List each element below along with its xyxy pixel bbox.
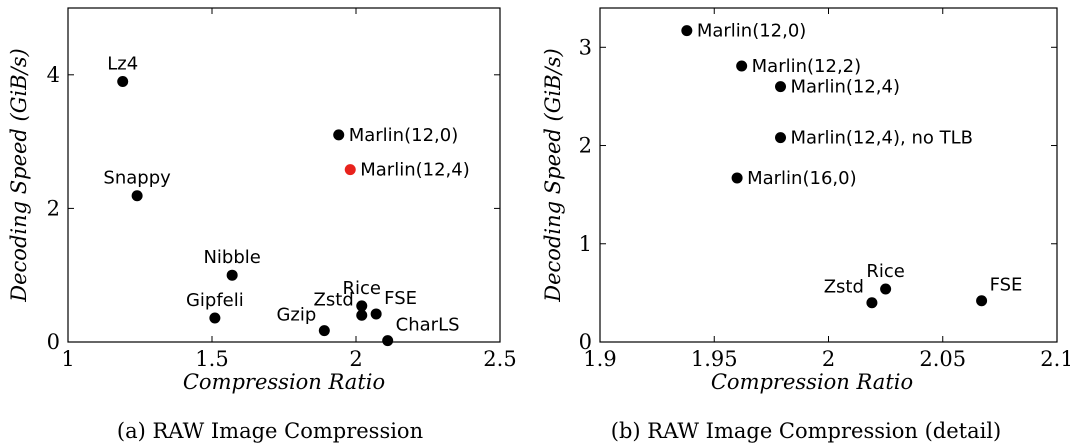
y-tick-label: 1: [579, 232, 592, 256]
point-label: Marlin(16,0): [747, 168, 857, 189]
ticks-a: 1 1.5 2 2.5 0 2 4: [47, 8, 517, 371]
chart-panel-a: Decoding Speed (GiB/s) Compression Ratio…: [7, 7, 517, 443]
point-label: Snappy: [103, 168, 171, 189]
ticks-b: 1.9 1.95 2 2.05 2.1 0 1 2 3: [579, 8, 1070, 371]
x-tick-label: 1.95: [691, 347, 738, 371]
point-label: Marlin(12,2): [752, 56, 862, 77]
data-point: [731, 172, 743, 184]
xlabel-b: Compression Ratio: [711, 370, 913, 394]
data-point: [117, 75, 129, 87]
point-label: Zstd: [824, 277, 864, 298]
x-tick-label: 1: [61, 347, 74, 371]
y-tick-label: 4: [47, 63, 60, 87]
data-point: [681, 25, 693, 37]
x-tick-label: 2.1: [1040, 347, 1070, 371]
point-label: Nibble: [203, 247, 260, 268]
data-point: [356, 309, 368, 321]
point-label: CharLS: [396, 315, 460, 336]
point-label: FSE: [384, 288, 417, 309]
point-label: Lz4: [107, 53, 138, 74]
y-tick-label: 2: [47, 196, 60, 220]
point-label: Marlin(12,4): [360, 160, 470, 181]
data-point: [880, 283, 892, 295]
point-label: Rice: [866, 261, 904, 282]
x-tick-label: 2.5: [483, 347, 516, 371]
point-label: Zstd: [314, 289, 354, 310]
data-point: [209, 312, 221, 324]
data-point: [370, 308, 382, 320]
x-tick-label: 2: [822, 347, 835, 371]
x-tick-label: 2: [349, 347, 362, 371]
point-label: Rice: [343, 278, 381, 299]
x-tick-label: 2.05: [919, 347, 966, 371]
xlabel-a: Compression Ratio: [183, 370, 385, 394]
point-label: Marlin(12,4): [791, 77, 901, 98]
y-tick-label: 3: [579, 35, 592, 59]
point-label: Marlin(12,4), no TLB: [791, 128, 973, 149]
caption-b: (b) RAW Image Compression (detail): [611, 419, 1001, 443]
point-label: Gzip: [276, 305, 316, 326]
points-b: Marlin(12,0) Marlin(12,2)Marlin(12,4) Marl…: [681, 21, 1022, 309]
chart-panel-b: Decoding Speed (GiB/s) Compression Ratio…: [541, 7, 1070, 443]
ylabel-a: Decoding Speed (GiB/s): [7, 48, 31, 302]
point-label: FSE: [990, 275, 1023, 296]
data-point: [866, 297, 878, 309]
point-label: Marlin(12,0): [349, 125, 459, 146]
data-point: [318, 325, 330, 337]
data-point: [775, 132, 787, 144]
data-point: [775, 81, 787, 93]
data-point: [382, 335, 394, 347]
data-point: [333, 129, 345, 141]
x-tick-label: 1.9: [583, 347, 616, 371]
plot-frame-a: [67, 7, 501, 343]
data-point: [131, 190, 143, 202]
data-point: [344, 164, 356, 176]
point-label: Marlin(12,0): [697, 21, 807, 42]
y-tick-label: 0: [579, 330, 592, 354]
point-label: Gipfeli: [186, 290, 244, 311]
ylabel-b: Decoding Speed (GiB/s): [541, 48, 565, 302]
y-tick-label: 2: [579, 134, 592, 158]
data-point: [226, 269, 238, 281]
caption-a: (a) RAW Image Compression: [117, 419, 423, 443]
x-tick-label: 1.5: [195, 347, 228, 371]
y-tick-label: 0: [47, 330, 60, 354]
data-point: [976, 295, 988, 307]
data-point: [356, 300, 368, 312]
data-point: [736, 60, 748, 72]
